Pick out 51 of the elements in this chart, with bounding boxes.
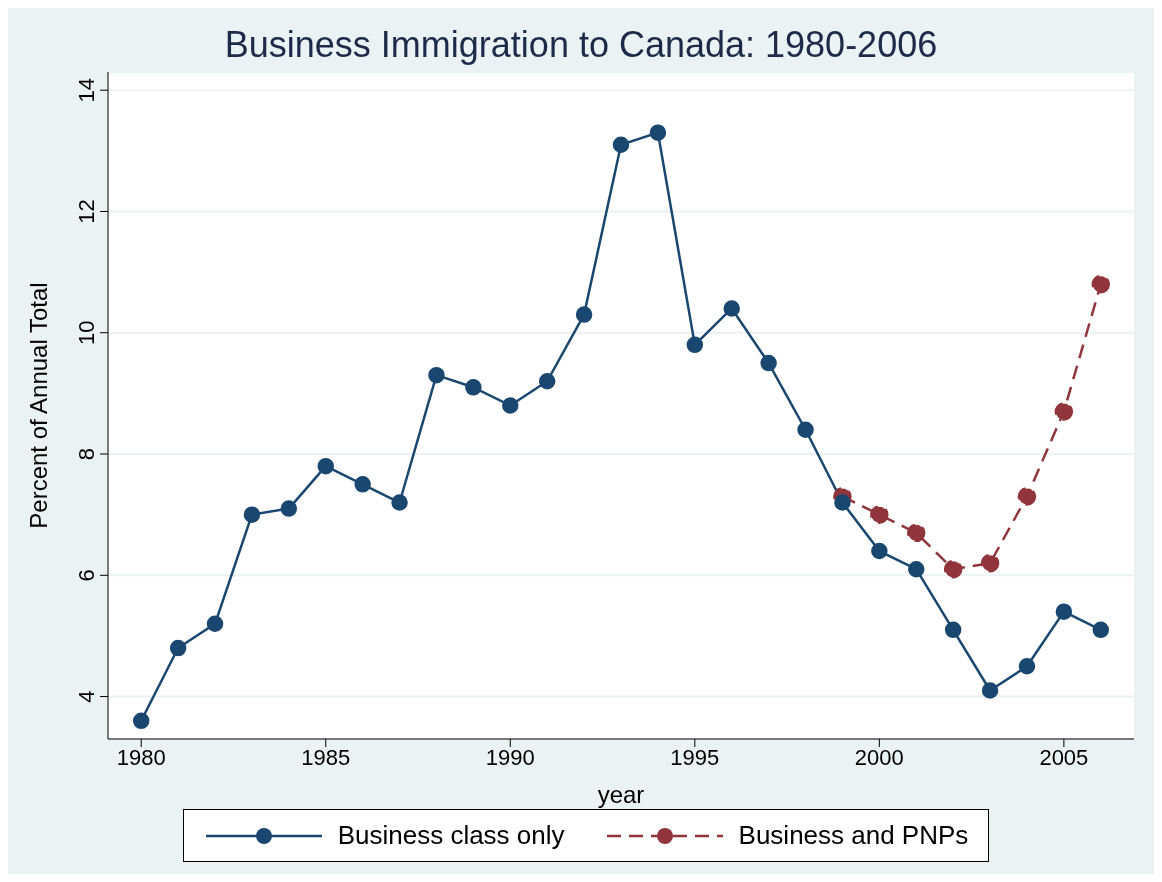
point xyxy=(1018,657,1036,675)
x-tick-label: 1995 xyxy=(670,744,720,770)
point xyxy=(981,682,999,699)
point xyxy=(1055,603,1073,620)
point xyxy=(834,494,851,511)
point xyxy=(649,124,667,141)
point xyxy=(1017,487,1037,506)
x-tick-label: 1980 xyxy=(116,744,166,770)
point xyxy=(206,615,224,633)
y-tick-label: 10 xyxy=(74,320,99,345)
point xyxy=(538,373,556,390)
y-tick-label: 4 xyxy=(74,690,99,703)
point xyxy=(944,621,962,639)
point xyxy=(871,542,888,560)
point xyxy=(907,523,926,543)
legend-label: Business and PNPs xyxy=(738,820,969,851)
y-tick-label: 14 xyxy=(74,77,99,103)
x-tick-label: 1985 xyxy=(301,744,351,770)
point xyxy=(465,379,482,396)
y-tick-label: 8 xyxy=(74,447,99,461)
x-tick-label: 2000 xyxy=(854,744,904,770)
point xyxy=(1054,402,1074,421)
legend-label: Business class only xyxy=(337,820,565,851)
point xyxy=(575,306,593,323)
y-axis-title: Percent of Annual Total xyxy=(24,282,52,529)
point xyxy=(870,505,889,524)
point xyxy=(502,397,519,414)
point xyxy=(723,300,740,317)
y-tick-label: 6 xyxy=(74,569,99,582)
point xyxy=(243,506,261,523)
x-tick-label: 2005 xyxy=(1039,744,1089,770)
point xyxy=(908,560,925,578)
point xyxy=(797,421,814,439)
y-tick-label: 12 xyxy=(74,199,99,224)
point xyxy=(1091,274,1111,294)
point xyxy=(354,476,371,493)
point xyxy=(317,457,334,475)
point xyxy=(612,136,630,154)
point xyxy=(132,712,150,730)
point xyxy=(943,559,963,579)
point xyxy=(391,494,408,511)
point xyxy=(280,500,298,517)
point xyxy=(1092,621,1110,639)
point xyxy=(980,553,1000,573)
chart-title: Business Immigration to Canada: 1980-2006 xyxy=(223,23,939,67)
point xyxy=(760,354,777,372)
x-axis-title: year xyxy=(597,781,645,808)
point xyxy=(428,366,445,384)
x-tick-label: 1990 xyxy=(485,744,535,770)
point xyxy=(169,639,187,657)
point xyxy=(686,336,704,354)
